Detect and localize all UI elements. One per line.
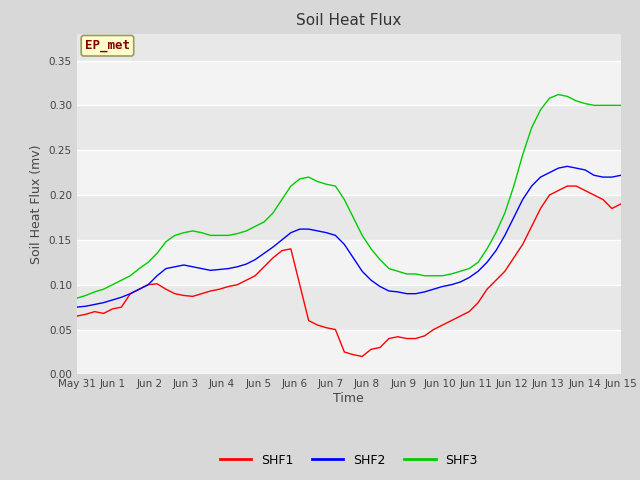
Text: EP_met: EP_met bbox=[85, 39, 130, 52]
X-axis label: Time: Time bbox=[333, 392, 364, 405]
Bar bbox=[77, 60, 621, 105]
Bar bbox=[77, 330, 621, 374]
Bar bbox=[77, 240, 621, 285]
Bar bbox=[77, 150, 621, 195]
Title: Soil Heat Flux: Soil Heat Flux bbox=[296, 13, 401, 28]
Y-axis label: Soil Heat Flux (mv): Soil Heat Flux (mv) bbox=[30, 144, 44, 264]
Legend: SHF1, SHF2, SHF3: SHF1, SHF2, SHF3 bbox=[214, 449, 483, 472]
